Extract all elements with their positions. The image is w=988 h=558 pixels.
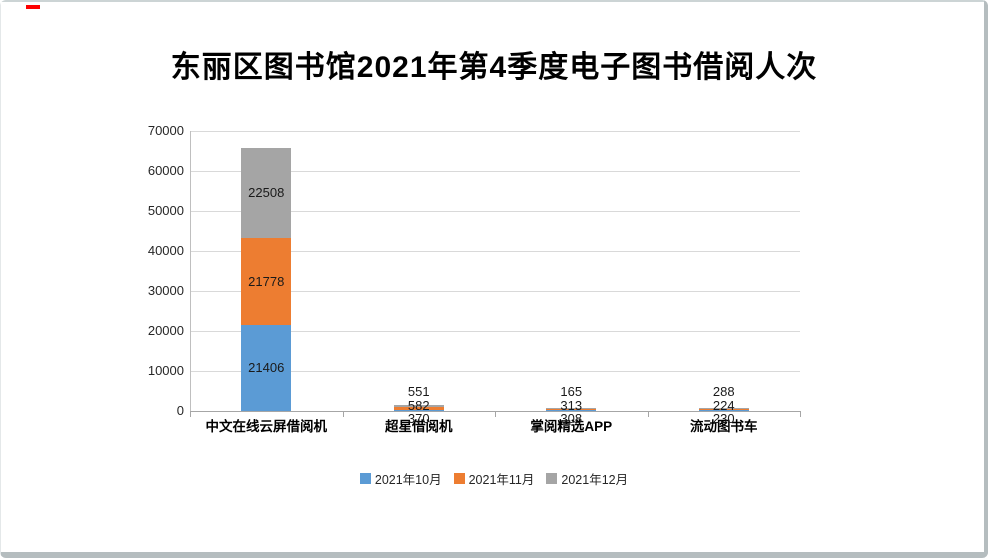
category-label: 超星借阅机 <box>385 419 453 434</box>
legend-swatch-icon <box>453 473 465 484</box>
bar-segment-2021年11月 <box>546 408 597 410</box>
chart-title: 东丽区图书馆2021年第4季度电子图书借阅人次 <box>170 51 818 84</box>
legend-item: 2021年11月 <box>453 469 535 488</box>
bar-segment-2021年12月 <box>393 404 444 408</box>
x-axis-line <box>190 411 801 412</box>
bar-segment-2021年12月 <box>241 148 292 239</box>
bar-segment-2021年12月 <box>546 407 597 409</box>
y-axis-tick-label: 30000 <box>147 283 184 298</box>
legend-item: 2021年10月 <box>359 469 442 488</box>
bar-segment-2021年11月 <box>241 238 292 326</box>
category-label: 流动图书车 <box>690 419 758 434</box>
data-label: 21406 <box>248 360 285 376</box>
legend-label: 2021年11月 <box>468 473 535 487</box>
gridline <box>190 291 800 292</box>
gridline <box>190 171 800 172</box>
x-axis-tick <box>647 412 649 417</box>
data-label: 308 <box>560 411 583 426</box>
bar-segment-2021年11月 <box>698 409 749 411</box>
x-axis-tick <box>800 412 801 417</box>
legend-label: 2021年10月 <box>374 473 442 487</box>
data-label: 22508 <box>248 185 285 201</box>
legend-swatch-icon <box>359 473 371 484</box>
y-axis-tick-label: 20000 <box>147 323 184 338</box>
legend-item: 2021年12月 <box>546 469 628 488</box>
gridline <box>190 371 800 372</box>
data-label: 288 <box>712 384 735 399</box>
category-label: 中文在线云屏借阅机 <box>205 419 328 434</box>
window-edge-top <box>0 0 988 2</box>
data-label: 551 <box>407 384 430 399</box>
bar-segment-2021年10月 <box>393 409 444 411</box>
data-label: 582 <box>407 398 430 413</box>
data-label: 224 <box>712 398 735 413</box>
data-label: 370 <box>407 411 430 426</box>
y-axis-tick-label: 70000 <box>147 123 184 138</box>
gridline <box>190 251 800 252</box>
window-edge-bottom <box>0 552 988 558</box>
x-axis-tick <box>495 412 496 417</box>
bar-segment-2021年12月 <box>698 408 749 410</box>
x-axis-tick <box>342 412 344 417</box>
bar-segment-2021年11月 <box>393 407 444 410</box>
window-edge-right <box>984 0 988 558</box>
gridline <box>190 331 800 332</box>
y-axis-tick-label: 60000 <box>147 163 184 178</box>
bar-segment-2021年10月 <box>241 325 292 411</box>
data-label: 230 <box>712 411 735 426</box>
red-mark-decoration <box>26 5 40 9</box>
chart-legend: 2021年10月 2021年11月 2021年12月 <box>0 469 988 488</box>
y-axis-line <box>190 131 191 416</box>
y-axis-tick-label: 40000 <box>147 243 184 258</box>
category-label: 掌阅精选APP <box>530 419 613 434</box>
data-label: 313 <box>560 398 583 413</box>
y-axis-tick-label: 0 <box>176 403 184 418</box>
window-edge-left <box>0 0 1 558</box>
legend-swatch-icon <box>546 473 558 484</box>
bar-segment-2021年10月 <box>546 409 597 411</box>
gridline <box>190 131 800 132</box>
data-label: 165 <box>560 384 583 399</box>
x-axis-tick <box>190 412 191 417</box>
legend-label: 2021年12月 <box>561 473 629 487</box>
y-axis-tick-label: 50000 <box>147 203 184 218</box>
gridline <box>190 211 800 212</box>
bar-segment-2021年10月 <box>698 410 749 411</box>
y-axis-tick-label: 10000 <box>147 363 184 378</box>
data-label: 21778 <box>248 273 285 289</box>
